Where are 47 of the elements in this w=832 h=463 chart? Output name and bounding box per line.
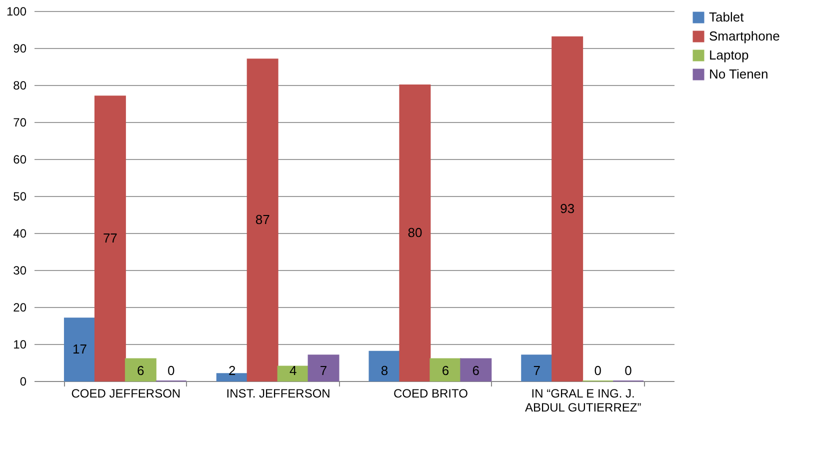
y-tick-label: 10 — [13, 338, 27, 352]
bar — [308, 354, 340, 382]
data-label: 0 — [594, 363, 602, 378]
y-tick-label: 30 — [13, 264, 27, 278]
bar — [246, 58, 278, 382]
bar — [94, 96, 126, 382]
data-label: 6 — [137, 363, 144, 378]
bar — [521, 354, 553, 382]
data-label: 0 — [168, 363, 175, 378]
x-tick-label: COED JEFFERSON — [71, 386, 181, 400]
x-tick-label: IN “GRAL E ING. J. ABDUL GUTIERREZ” — [524, 386, 642, 414]
y-tick-label: 60 — [13, 152, 27, 166]
data-label: 7 — [320, 363, 328, 378]
legend-label: Laptop — [709, 48, 749, 62]
y-tick-label: 40 — [13, 226, 27, 240]
y-tick-label: 90 — [13, 42, 27, 56]
data-label: 6 — [472, 363, 480, 378]
data-label: 7 — [533, 363, 540, 378]
data-label: 8 — [380, 363, 388, 378]
y-tick-label: 100 — [6, 4, 27, 18]
bar — [124, 358, 156, 382]
data-label: 77 — [102, 230, 118, 246]
bar — [64, 318, 96, 382]
legend-label: Tablet — [709, 10, 744, 24]
bar — [399, 84, 431, 382]
data-label: 4 — [289, 363, 297, 378]
bar — [460, 358, 492, 382]
y-tick-label: 0 — [20, 374, 27, 388]
bar — [368, 350, 400, 382]
x-tick-label: COED BRITO — [393, 386, 468, 400]
data-label: 6 — [442, 363, 450, 378]
data-label: 17 — [72, 342, 87, 357]
legend-label: Smartphone — [709, 28, 780, 44]
data-label: 80 — [408, 225, 422, 240]
y-tick-label: 80 — [13, 78, 27, 92]
data-label: 87 — [255, 212, 270, 228]
x-tick-label: INST. JEFFERSON — [226, 386, 330, 400]
bar — [277, 366, 309, 382]
y-tick-label: 50 — [13, 190, 27, 204]
bar — [552, 36, 584, 382]
y-tick-label: 70 — [13, 116, 27, 130]
bar — [430, 358, 462, 382]
data-label: 93 — [560, 200, 575, 216]
bar — [216, 373, 248, 382]
legend-label: No Tienen — [709, 66, 768, 82]
data-label: 0 — [624, 363, 632, 378]
y-tick-label: 20 — [13, 300, 27, 314]
